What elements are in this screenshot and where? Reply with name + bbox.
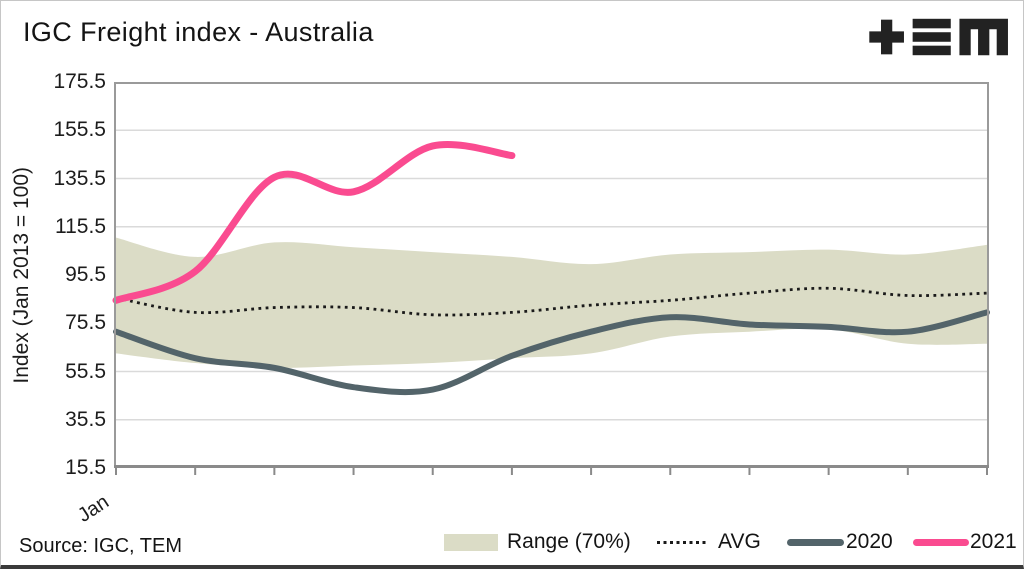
y-tick-label: 75.5 [65, 311, 106, 335]
y-tick-label: 95.5 [65, 263, 106, 286]
y-axis-tick-labels: 175.5 155.5 135.5 115.5 95.5 75.5 55.5 35.5 15.5 [1, 70, 106, 479]
tem-logo-glyphs [869, 18, 1008, 56]
y-tick-label: 55.5 [65, 359, 106, 383]
avg-line [115, 286, 988, 317]
x-tick-label-jan: Jan [73, 490, 113, 527]
chart-title: IGC Freight index - Australia [23, 17, 374, 47]
y-tick-label: 135.5 [53, 166, 106, 190]
range-band [116, 237, 987, 368]
line-2021 [112, 140, 516, 304]
y-tick-label: 155.5 [53, 118, 106, 142]
source-note: Source: IGC, TEM [19, 535, 183, 557]
legend-2020-line-sample [787, 539, 844, 546]
y-tick-label: 115.5 [55, 214, 106, 238]
legend-2021-label: 2021 [970, 530, 1017, 553]
line-2020 [113, 309, 990, 396]
legend-2020-label: 2020 [846, 530, 893, 553]
legend-avg-line-sample [657, 541, 709, 544]
y-tick-label: 35.5 [65, 407, 106, 431]
legend-avg-label: AVG [718, 530, 761, 553]
legend-range-label: Range (70%) [507, 530, 631, 553]
y-tick-label: 15.5 [65, 456, 106, 479]
tem-logo [869, 18, 1008, 56]
legend-2021-line-sample [913, 539, 969, 546]
y-tick-label: 175.5 [53, 70, 106, 93]
legend-range-swatch [444, 534, 498, 551]
plot-area [112, 82, 990, 475]
